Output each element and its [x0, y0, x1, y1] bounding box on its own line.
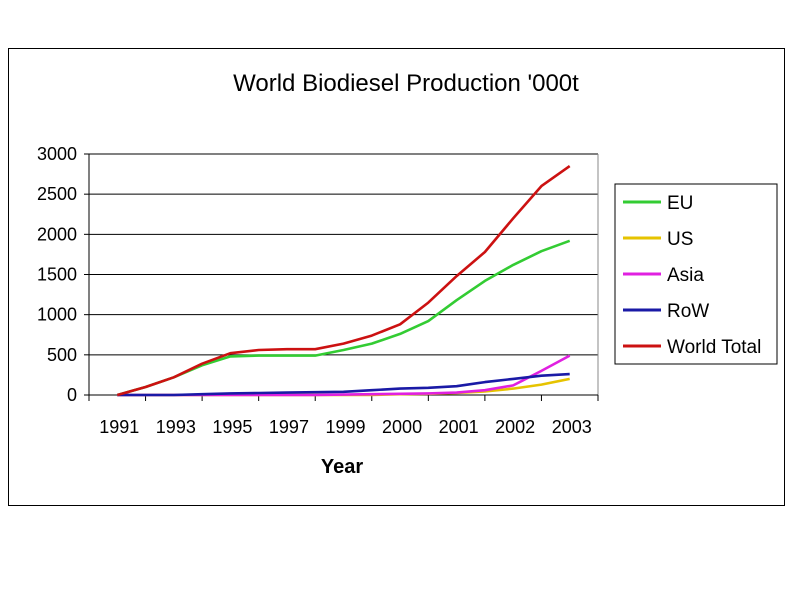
chart-svg: World Biodiesel Production '000t 0 500 100… [37, 70, 778, 478]
x-axis: 1991 1993 1995 1997 1999 2000 2001 2002 2003 [88, 394, 599, 437]
x-tick-label-2001: 2001 [439, 417, 479, 437]
x-tick-label-2000: 2000 [382, 417, 422, 437]
y-tick-label-500: 500 [47, 345, 77, 365]
y-tick-label-3000: 3000 [37, 144, 77, 164]
y-axis: 0 500 1000 1500 2000 2500 3000 [37, 144, 90, 405]
x-tick-label-1991: 1991 [99, 417, 139, 437]
legend: EU US Asia RoW World Total [614, 183, 778, 365]
x-tick-label-2002: 2002 [495, 417, 535, 437]
x-tick-label-1999: 1999 [325, 417, 365, 437]
x-axis-title: Year [321, 456, 363, 478]
x-tick-label-1993: 1993 [156, 417, 196, 437]
legend-label-asia: Asia [667, 265, 704, 286]
gridlines [89, 153, 599, 395]
y-tick-label-1000: 1000 [37, 305, 77, 325]
y-tick-label-2000: 2000 [37, 224, 77, 244]
x-tick-label-1997: 1997 [269, 417, 309, 437]
legend-label-us: US [667, 229, 693, 250]
y-tick-label-0: 0 [67, 385, 77, 405]
chart-title: World Biodiesel Production '000t [233, 70, 579, 97]
legend-label-world-total: World Total [667, 337, 761, 358]
legend-label-eu: EU [667, 193, 693, 214]
chart-frame: World Biodiesel Production '000t 0 500 100… [8, 48, 785, 506]
series-line-row [117, 372, 570, 397]
y-tick-label-1500: 1500 [37, 265, 77, 285]
series-line-world-total [116, 165, 571, 397]
x-tick-label-1995: 1995 [212, 417, 252, 437]
series-lines [116, 165, 571, 397]
legend-label-row: RoW [667, 301, 709, 322]
y-tick-label-2500: 2500 [37, 184, 77, 204]
x-tick-label-2003: 2003 [552, 417, 592, 437]
